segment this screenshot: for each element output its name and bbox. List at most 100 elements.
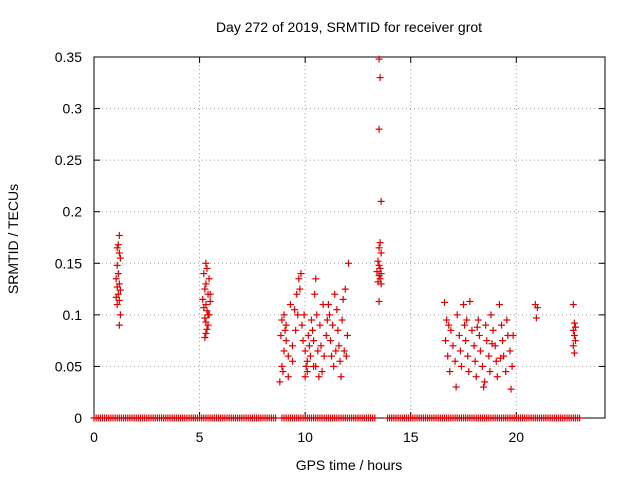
data-point <box>319 301 327 309</box>
data-point <box>336 357 344 365</box>
data-point <box>204 311 212 319</box>
data-point <box>326 337 334 345</box>
data-point <box>272 414 280 422</box>
data-point <box>374 257 382 265</box>
data-point <box>570 331 578 339</box>
data-point <box>333 306 341 314</box>
data-point <box>456 347 464 355</box>
data-point <box>576 414 584 422</box>
data-point <box>296 285 304 293</box>
data-point <box>280 311 288 319</box>
data-point <box>204 321 212 329</box>
data-point <box>452 383 460 391</box>
data-point <box>485 352 493 360</box>
data-point <box>375 244 383 252</box>
data-point <box>376 264 384 272</box>
x-tick-label: 0 <box>90 429 98 445</box>
data-point <box>329 321 337 329</box>
data-point <box>277 331 285 339</box>
data-point <box>112 275 120 283</box>
data-point <box>446 368 454 376</box>
data-point <box>113 261 121 269</box>
data-point <box>305 342 313 350</box>
plot-frame <box>93 56 606 419</box>
data-point <box>115 231 123 239</box>
y-axis-label: SRMTID / TECUs <box>5 184 21 294</box>
data-point <box>444 352 452 360</box>
data-point <box>334 326 342 334</box>
data-point <box>294 311 302 319</box>
data-point <box>300 311 308 319</box>
data-point <box>284 373 292 381</box>
data-point <box>297 270 305 278</box>
data-point <box>306 352 314 360</box>
data-point <box>498 321 506 329</box>
data-point <box>445 321 453 329</box>
data-point <box>286 301 294 309</box>
data-point <box>292 326 300 334</box>
y-tick-label: 0.3 <box>63 101 83 117</box>
data-point <box>493 373 501 381</box>
data-point <box>449 342 457 350</box>
data-point <box>203 307 211 315</box>
y-tick-label: 0.2 <box>63 204 83 220</box>
data-point <box>488 340 496 348</box>
data-point <box>481 378 489 386</box>
data-point <box>205 275 213 283</box>
data-point <box>451 357 459 365</box>
data-point <box>461 321 469 329</box>
data-point <box>489 326 497 334</box>
data-point <box>341 285 349 293</box>
data-point <box>201 285 209 293</box>
data-point <box>508 362 516 370</box>
data-point <box>201 314 209 322</box>
data-point <box>447 326 455 334</box>
data-point <box>313 311 321 319</box>
data-point <box>200 304 208 312</box>
data-point <box>343 331 351 339</box>
data-point <box>304 331 312 339</box>
data-point <box>377 280 385 288</box>
x-tick-label: 15 <box>403 429 419 445</box>
data-point <box>457 362 465 370</box>
data-point <box>376 239 384 247</box>
data-point <box>507 385 515 393</box>
data-point <box>340 347 348 355</box>
data-point <box>310 337 318 345</box>
data-point <box>377 197 385 205</box>
data-point <box>335 342 343 350</box>
data-point <box>338 316 346 324</box>
y-tick-label: 0.35 <box>55 49 82 65</box>
data-point <box>112 293 120 301</box>
data-point <box>460 301 468 309</box>
data-point <box>375 297 383 305</box>
data-point <box>482 321 490 329</box>
data-point <box>339 295 347 303</box>
data-point <box>314 347 322 355</box>
data-point <box>328 352 336 360</box>
data-point <box>311 290 319 298</box>
data-point <box>475 331 483 339</box>
data-point <box>470 342 478 350</box>
x-tick-label: 20 <box>509 429 525 445</box>
data-point <box>377 249 385 257</box>
data-point <box>468 326 476 334</box>
data-point <box>116 311 124 319</box>
data-point <box>474 316 482 324</box>
data-point <box>376 74 384 82</box>
data-point <box>113 244 121 252</box>
data-point <box>301 373 309 381</box>
data-point <box>330 362 338 370</box>
data-point <box>298 321 306 329</box>
data-point <box>332 347 340 355</box>
data-point <box>495 301 503 309</box>
y-tick-label: 0.1 <box>63 307 83 323</box>
data-point <box>202 259 210 267</box>
data-point <box>280 347 288 355</box>
data-point <box>114 270 122 278</box>
data-point <box>115 296 123 304</box>
data-point <box>315 373 323 381</box>
data-points <box>90 55 584 422</box>
grid-lines <box>94 57 605 418</box>
data-point <box>532 314 540 322</box>
